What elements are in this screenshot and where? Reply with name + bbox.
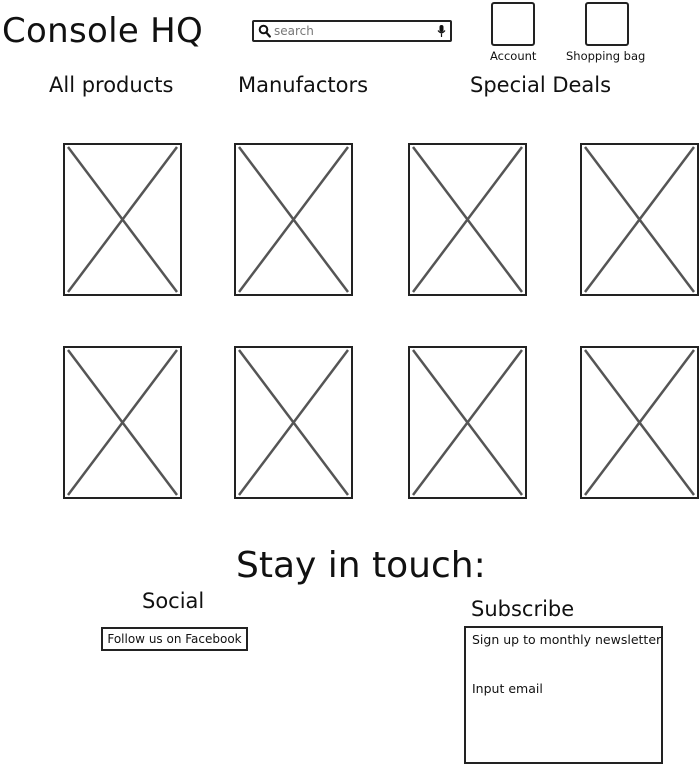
newsletter-description: Sign up to monthly newsletter (472, 632, 662, 647)
search-input[interactable] (274, 23, 434, 39)
product-card[interactable] (408, 346, 527, 499)
shopping-bag-icon[interactable] (585, 2, 629, 46)
email-input[interactable] (472, 680, 652, 696)
product-card[interactable] (234, 143, 353, 296)
nav-all-products[interactable]: All products (49, 73, 174, 97)
product-card[interactable] (408, 143, 527, 296)
search-icon (258, 24, 271, 38)
image-placeholder-icon (408, 143, 527, 296)
brand-logo-text[interactable]: Console HQ (2, 11, 204, 51)
image-placeholder-icon (63, 143, 182, 296)
shopping-bag-label[interactable]: Shopping bag (566, 49, 646, 63)
newsletter-form: Sign up to monthly newsletter (464, 626, 663, 764)
product-card[interactable] (63, 346, 182, 499)
search-bar[interactable] (252, 20, 452, 42)
account-icon[interactable] (491, 2, 535, 46)
social-heading: Social (142, 589, 205, 613)
nav-special-deals[interactable]: Special Deals (470, 73, 612, 97)
image-placeholder-icon (234, 143, 353, 296)
product-card[interactable] (580, 143, 699, 296)
image-placeholder-icon (580, 143, 699, 296)
subscribe-heading: Subscribe (471, 597, 575, 621)
microphone-icon[interactable] (437, 24, 446, 38)
product-card[interactable] (63, 143, 182, 296)
image-placeholder-icon (63, 346, 182, 499)
image-placeholder-icon (408, 346, 527, 499)
image-placeholder-icon (580, 346, 699, 499)
product-card[interactable] (580, 346, 699, 499)
facebook-follow-button[interactable]: Follow us on Facebook (101, 627, 248, 651)
product-card[interactable] (234, 346, 353, 499)
stay-in-touch-heading: Stay in touch: (236, 545, 486, 586)
image-placeholder-icon (234, 346, 353, 499)
nav-manufactors[interactable]: Manufactors (238, 73, 369, 97)
account-label[interactable]: Account (490, 49, 537, 63)
